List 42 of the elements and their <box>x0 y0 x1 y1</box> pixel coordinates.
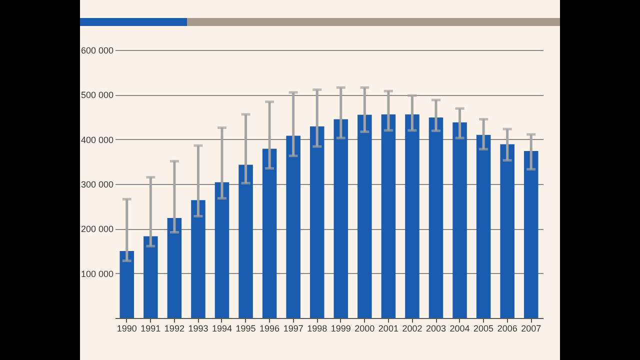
bar <box>167 218 182 318</box>
bar <box>381 114 396 318</box>
x-tick-label: 2006 <box>497 324 518 334</box>
x-tick-label: 2000 <box>354 324 375 334</box>
x-tick-label: 1998 <box>307 324 328 334</box>
y-tick-label: 500 000 <box>80 90 114 100</box>
bar <box>262 148 277 318</box>
x-tick-label: 2002 <box>402 324 422 334</box>
bar <box>214 182 230 318</box>
bar <box>452 122 467 318</box>
x-tick-label: 1997 <box>283 324 304 334</box>
x-tick-label: 2004 <box>450 324 470 334</box>
bar <box>286 136 300 318</box>
x-tick-label: 2005 <box>474 324 494 334</box>
bar <box>310 126 324 318</box>
bar <box>191 200 206 318</box>
x-tick-label: 1996 <box>260 324 280 334</box>
x-tick-label: 1991 <box>140 324 161 334</box>
y-tick-label: 400 000 <box>80 134 114 145</box>
x-tick-label: 1992 <box>164 324 184 334</box>
bar <box>428 117 444 318</box>
x-tick-label: 1999 <box>330 324 351 334</box>
x-tick-label: 1990 <box>116 324 137 334</box>
x-tick-label: 2001 <box>378 324 398 334</box>
x-tick-label: 2007 <box>521 324 542 334</box>
y-tick-label: 300 000 <box>80 180 114 190</box>
bar <box>500 144 514 318</box>
y-tick-label: 100 000 <box>80 268 114 279</box>
bar <box>524 150 538 318</box>
x-tick-label: 1993 <box>188 324 208 334</box>
x-tick-label: 1994 <box>212 324 232 334</box>
bar <box>144 236 158 318</box>
bar <box>358 114 372 318</box>
x-tick-label: 1995 <box>236 324 256 334</box>
bar <box>476 134 491 318</box>
y-tick-label: 200 000 <box>80 224 114 234</box>
bar <box>238 164 253 318</box>
bar <box>120 251 134 318</box>
bar <box>334 119 348 318</box>
y-tick-label: 600 000 <box>80 46 114 56</box>
bar <box>405 114 420 318</box>
x-tick-label: 2003 <box>426 324 446 334</box>
